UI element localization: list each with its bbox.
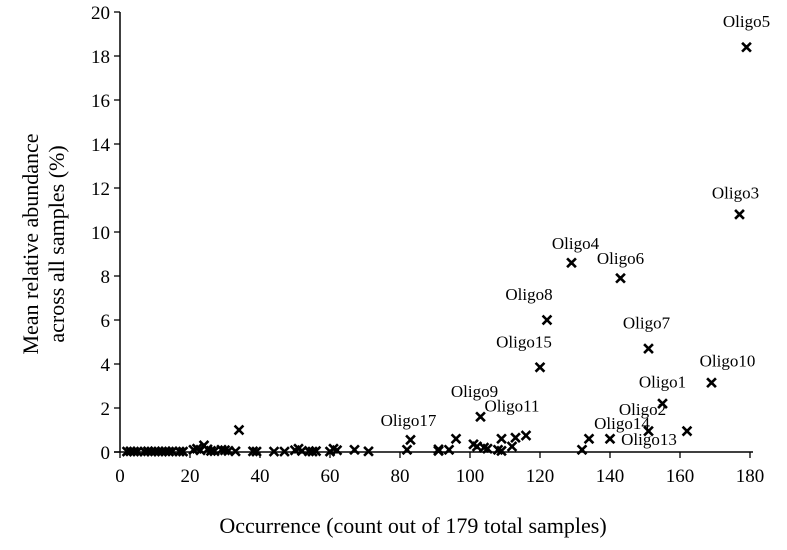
point-label-oligo1: Oligo1 bbox=[639, 373, 686, 392]
x-axis: 0 20 40 60 80 100 120 140 160 180 bbox=[114, 451, 765, 487]
point-label-oligo10: Oligo10 bbox=[700, 352, 756, 371]
x-tick-label: 120 bbox=[526, 466, 555, 487]
point-label-oligo14: Oligo14 bbox=[594, 414, 650, 433]
data-point-marker bbox=[177, 446, 189, 457]
x-tick-label: 160 bbox=[666, 466, 695, 487]
data-point-marker bbox=[506, 441, 518, 452]
data-point-marker bbox=[279, 446, 290, 457]
data-point-marker bbox=[576, 444, 588, 456]
point-label-oligo5: Oligo5 bbox=[723, 12, 770, 31]
point-label-oligo9: Oligo9 bbox=[451, 382, 498, 401]
data-point-marker bbox=[681, 425, 693, 437]
data-point-marker bbox=[268, 446, 280, 457]
point-label-oligo17: Oligo17 bbox=[381, 411, 437, 430]
x-tick-label: 60 bbox=[321, 466, 340, 487]
data-point-marker bbox=[223, 445, 234, 457]
data-point-marker bbox=[482, 443, 493, 455]
data-points bbox=[121, 41, 752, 457]
x-tick-label: 100 bbox=[456, 466, 485, 487]
data-point-marker bbox=[496, 445, 507, 457]
y-tick-label: 12 bbox=[91, 179, 110, 200]
y-tick-label: 2 bbox=[101, 399, 111, 420]
data-point-marker bbox=[167, 446, 178, 457]
point-label-oligo11: Oligo11 bbox=[484, 397, 539, 416]
data-point-marker bbox=[566, 257, 577, 269]
y-tick-label: 0 bbox=[101, 443, 111, 464]
y-tick-label: 14 bbox=[91, 135, 111, 156]
x-tick-label: 80 bbox=[391, 466, 410, 487]
data-point-marker bbox=[706, 377, 717, 389]
data-point-marker bbox=[734, 209, 745, 220]
x-axis-title: Occurrence (count out of 179 total sampl… bbox=[219, 513, 606, 538]
y-tick-label: 16 bbox=[91, 91, 110, 112]
data-point-marker bbox=[520, 430, 532, 441]
data-point-marker bbox=[510, 432, 521, 444]
data-point-marker bbox=[251, 446, 262, 457]
point-label-oligo3: Oligo3 bbox=[712, 183, 759, 202]
data-point-marker bbox=[496, 433, 507, 445]
x-tick-label: 0 bbox=[115, 466, 125, 487]
x-tick-label: 140 bbox=[596, 466, 625, 487]
data-point-marker bbox=[230, 446, 241, 457]
data-point-marker bbox=[534, 361, 546, 373]
data-point-marker bbox=[583, 433, 595, 445]
data-point-marker bbox=[657, 398, 668, 409]
data-point-marker bbox=[296, 445, 308, 457]
data-point-marker bbox=[401, 444, 413, 456]
data-point-marker bbox=[541, 314, 553, 326]
data-point-marker bbox=[331, 444, 343, 456]
data-point-marker bbox=[450, 433, 462, 445]
point-label-oligo13: Oligo13 bbox=[621, 430, 677, 449]
x-tick-label: 40 bbox=[251, 466, 270, 487]
data-point-marker bbox=[443, 444, 455, 456]
data-point-marker bbox=[433, 444, 444, 455]
point-label-oligo7: Oligo7 bbox=[623, 314, 671, 333]
y-axis-title: Mean relative abundance across all sampl… bbox=[18, 133, 69, 354]
data-point-marker bbox=[233, 424, 245, 436]
y-tick-label: 6 bbox=[101, 311, 111, 332]
y-tick-label: 4 bbox=[101, 355, 111, 376]
data-point-marker bbox=[643, 425, 654, 437]
data-point-marker bbox=[310, 445, 322, 457]
y-tick-label: 18 bbox=[91, 47, 110, 68]
data-point-marker bbox=[475, 411, 486, 423]
x-tick-label: 180 bbox=[736, 466, 765, 487]
point-label-oligo6: Oligo6 bbox=[597, 249, 644, 268]
point-label-oligo4: Oligo4 bbox=[552, 234, 600, 253]
y-tick-label: 8 bbox=[101, 267, 111, 288]
data-point-marker bbox=[349, 444, 360, 456]
data-point-marker bbox=[405, 434, 416, 446]
y-axis: 0 2 4 6 8 10 12 14 16 18 20 bbox=[91, 3, 121, 464]
data-point-marker bbox=[741, 41, 752, 53]
data-point-marker bbox=[615, 272, 626, 284]
data-point-marker bbox=[363, 446, 374, 457]
x-tick-label: 20 bbox=[181, 466, 200, 487]
y-tick-label: 20 bbox=[91, 3, 110, 24]
point-label-oligo15: Oligo15 bbox=[496, 332, 552, 351]
y-axis-title-line-2: across all samples (%) bbox=[44, 145, 69, 342]
y-tick-label: 10 bbox=[91, 223, 110, 244]
data-point-marker bbox=[132, 446, 143, 457]
data-point-marker bbox=[643, 343, 654, 354]
y-axis-title-line-1: Mean relative abundance bbox=[18, 133, 43, 354]
point-label-oligo2: Oligo2 bbox=[619, 400, 666, 419]
point-label-oligo8: Oligo8 bbox=[505, 285, 552, 304]
data-point-marker bbox=[604, 433, 616, 445]
